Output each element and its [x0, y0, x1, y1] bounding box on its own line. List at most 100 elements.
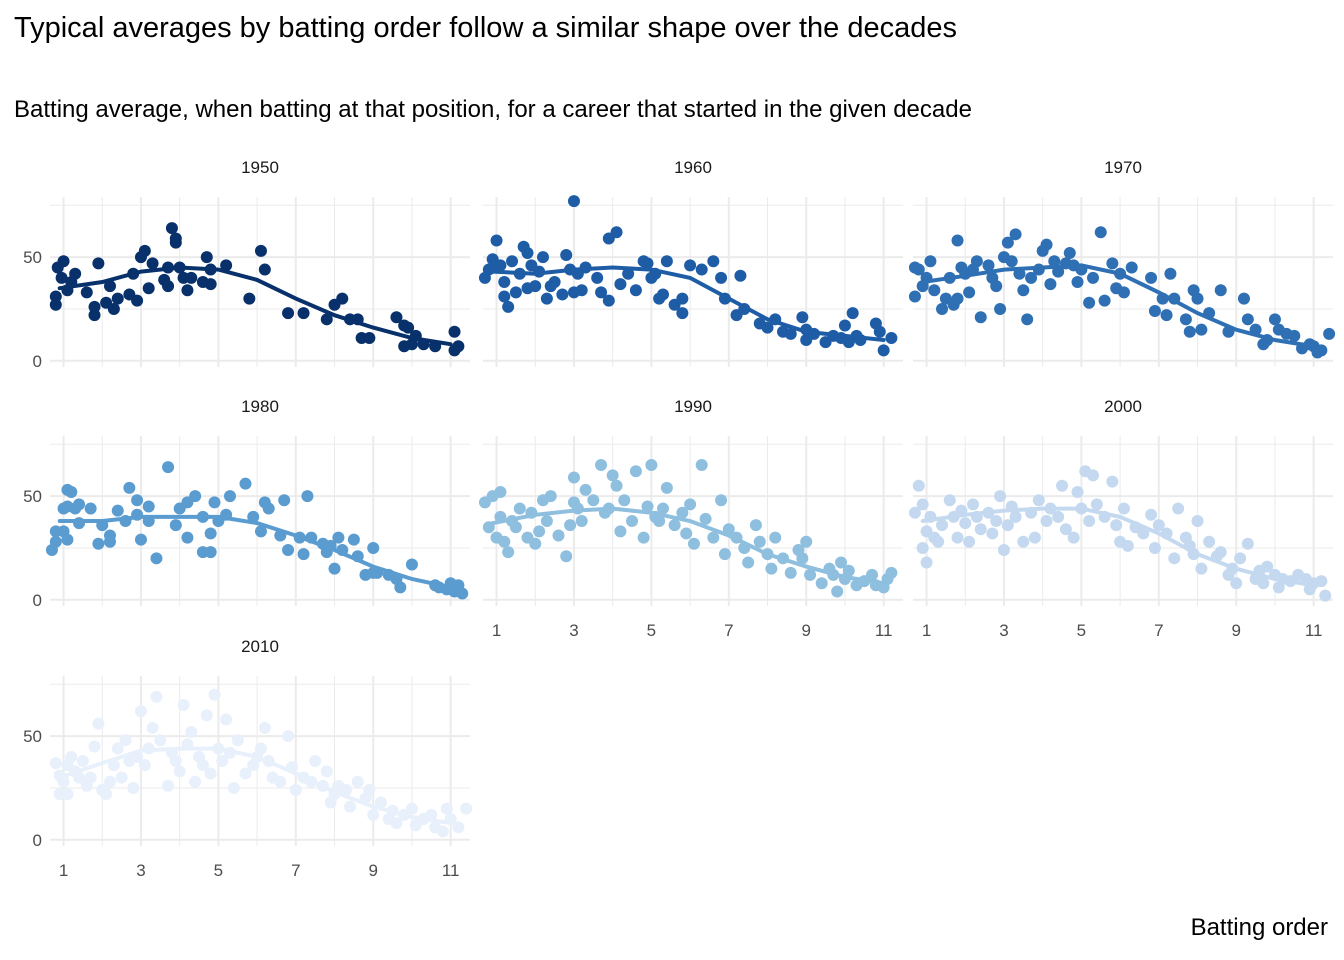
data-point — [537, 251, 549, 264]
data-point — [1067, 531, 1080, 544]
data-point — [1106, 257, 1119, 270]
data-point — [842, 564, 855, 577]
data-point — [1098, 294, 1111, 307]
data-point — [61, 533, 74, 546]
x-tick-label: 3 — [569, 621, 578, 640]
data-point — [575, 515, 588, 527]
panel-title: 1960 — [674, 158, 712, 177]
trend-line — [920, 506, 1316, 588]
data-point — [1005, 255, 1018, 268]
data-point — [1241, 537, 1254, 550]
data-point — [498, 276, 511, 288]
data-point — [614, 525, 627, 538]
data-point — [1183, 325, 1196, 338]
data-point — [162, 779, 175, 792]
data-point — [1214, 284, 1227, 297]
data-point — [959, 517, 972, 530]
data-point — [374, 796, 387, 809]
data-point — [84, 502, 97, 515]
data-point — [943, 494, 956, 507]
data-point — [1191, 515, 1204, 527]
data-point — [1191, 292, 1204, 305]
data-point — [660, 481, 673, 494]
data-point — [707, 531, 720, 544]
data-point — [641, 257, 654, 270]
x-tick-label: 9 — [368, 861, 377, 880]
data-point — [548, 276, 561, 288]
x-tick-label: 11 — [442, 861, 460, 880]
data-point — [189, 775, 202, 788]
data-point — [1083, 296, 1096, 309]
data-point — [440, 802, 453, 815]
panel-title: 2000 — [1104, 397, 1142, 416]
data-point — [394, 581, 407, 594]
data-point — [606, 469, 619, 482]
data-point — [614, 278, 627, 291]
y-tick-label: 50 — [23, 487, 42, 506]
data-point — [831, 585, 844, 598]
data-point — [838, 319, 851, 332]
data-point — [676, 307, 689, 320]
panel-1980: 1980 0 50 — [23, 397, 470, 610]
data-point — [1040, 238, 1053, 251]
x-tick-label: 3 — [999, 621, 1008, 640]
y-tick-label: 0 — [33, 831, 42, 850]
data-point — [254, 742, 267, 755]
data-point — [641, 500, 654, 513]
data-point — [997, 544, 1010, 557]
data-point — [119, 734, 132, 747]
data-point — [951, 531, 964, 544]
data-point — [951, 292, 964, 305]
data-point — [1195, 562, 1208, 575]
data-point — [695, 263, 708, 276]
data-point — [239, 767, 252, 780]
data-point — [1319, 589, 1332, 602]
data-point — [254, 244, 267, 257]
data-point — [1048, 255, 1061, 268]
data-point — [204, 527, 217, 540]
data-point — [1056, 479, 1069, 492]
data-point — [796, 552, 809, 565]
data-point — [1234, 552, 1247, 565]
data-point — [150, 552, 163, 565]
data-point — [567, 471, 580, 484]
data-point — [490, 234, 503, 247]
data-point — [162, 461, 175, 474]
data-point — [680, 527, 693, 540]
data-point — [1063, 246, 1076, 259]
data-point — [452, 340, 465, 353]
trend-line — [920, 263, 1316, 349]
data-point — [247, 510, 260, 523]
data-point — [804, 568, 817, 581]
data-point — [131, 494, 144, 507]
data-point — [699, 512, 712, 525]
data-point — [196, 759, 209, 772]
data-point — [274, 775, 287, 788]
trend-line — [57, 514, 453, 590]
data-point — [707, 255, 720, 268]
x-tick-label: 1 — [492, 621, 501, 640]
data-point — [494, 485, 507, 498]
y-tick-label: 50 — [23, 248, 42, 267]
panel-1990: 1990 1 3 5 7 9 11 — [478, 397, 903, 640]
data-point — [718, 548, 731, 561]
data-point — [873, 325, 886, 338]
data-point — [629, 465, 642, 478]
data-point — [150, 690, 163, 703]
data-point — [282, 307, 295, 320]
data-point — [502, 300, 515, 313]
data-point — [1288, 329, 1301, 342]
data-point — [332, 531, 345, 544]
data-point — [1152, 519, 1165, 532]
data-point — [456, 587, 469, 600]
data-point — [134, 533, 147, 546]
data-point — [448, 325, 461, 338]
data-point — [591, 271, 604, 284]
data-point — [336, 292, 349, 305]
data-point — [390, 311, 403, 324]
data-point — [579, 483, 592, 496]
panel-1960: 1960 — [478, 158, 903, 367]
trend-line — [57, 265, 453, 347]
data-point — [88, 740, 101, 753]
data-point — [1071, 276, 1084, 288]
